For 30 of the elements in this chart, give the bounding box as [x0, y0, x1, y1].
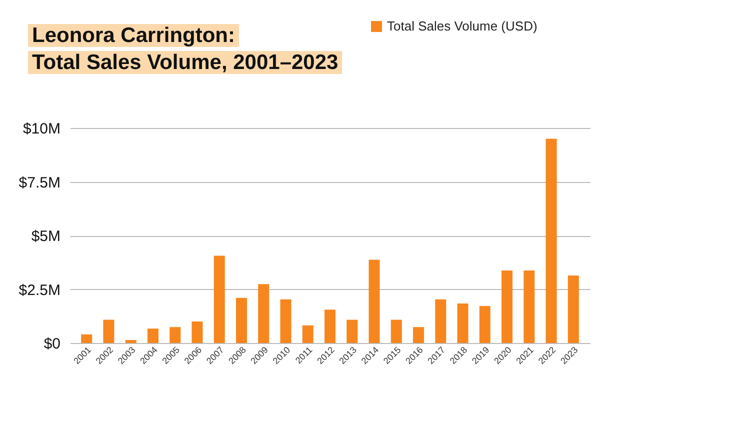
bar: [546, 138, 557, 343]
y-tick-label: $2.5M: [18, 282, 60, 299]
bar: [214, 256, 225, 343]
bar: [479, 306, 490, 343]
bar: [435, 299, 446, 343]
legend-label: Total Sales Volume (USD): [387, 18, 538, 34]
chart-title: Leonora Carrington: Total Sales Volume, 2001–2023: [31, 24, 340, 74]
bar: [568, 275, 579, 343]
bar: [125, 340, 136, 343]
bar: [368, 260, 380, 343]
bar: [302, 325, 314, 343]
y-tick-label: $5M: [31, 228, 60, 245]
bar: [280, 299, 292, 343]
y-tick-label: $7.5M: [18, 174, 60, 192]
y-tick-label: $10M: [22, 120, 60, 138]
bar: [390, 320, 402, 343]
bar: [324, 310, 336, 343]
bar: [502, 270, 513, 343]
bar: [170, 327, 181, 343]
bar: [103, 320, 114, 343]
bar: [346, 320, 358, 343]
bar: [147, 328, 158, 343]
bar: [81, 334, 92, 343]
bar: [192, 322, 203, 343]
bar: [413, 327, 424, 343]
bar: [236, 298, 247, 343]
bar: [258, 284, 270, 343]
bar: [524, 270, 535, 343]
y-tick-label: $0: [44, 336, 60, 352]
bar: [457, 303, 468, 343]
